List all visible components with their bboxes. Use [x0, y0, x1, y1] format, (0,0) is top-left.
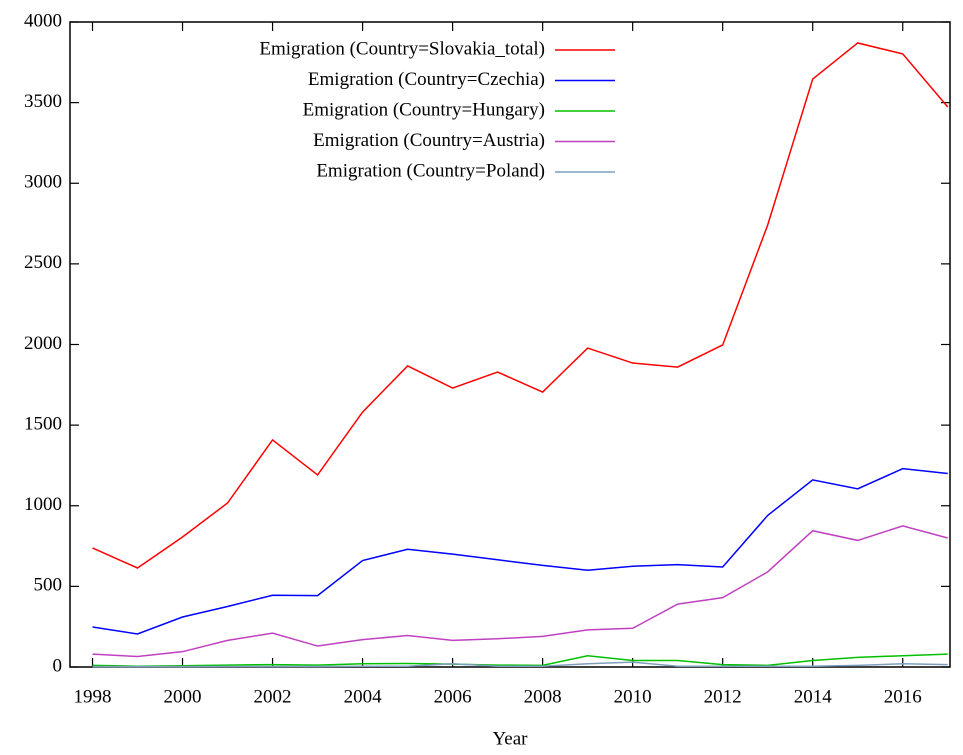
series-line [92, 467, 948, 635]
y-tick-label: 4000 [24, 10, 62, 31]
y-tick-label: 1500 [24, 413, 62, 434]
x-tick-label: 1998 [74, 686, 112, 707]
x-tick-label: 2008 [524, 686, 562, 707]
legend-label: Emigration (Country=Slovakia_total) [259, 38, 545, 59]
x-tick-label: 2014 [794, 686, 833, 707]
x-tick-label: 2016 [884, 686, 922, 707]
y-tick-label: 3500 [24, 91, 62, 112]
y-tick-label: 0 [53, 655, 63, 676]
series-line [92, 653, 948, 667]
series-line [92, 525, 948, 658]
legend-label: Emigration (Country=Czechia) [308, 69, 545, 90]
y-tick-label: 500 [34, 575, 63, 596]
y-tick-label: 1000 [24, 494, 62, 515]
x-tick-label: 2006 [434, 686, 472, 707]
x-axis-label: Year [492, 728, 528, 749]
x-tick-label: 2004 [344, 686, 383, 707]
y-tick-label: 2500 [24, 252, 62, 273]
x-tick-label: 2002 [254, 686, 292, 707]
legend-label: Emigration (Country=Hungary) [303, 99, 545, 120]
series-line [92, 42, 949, 569]
x-tick-label: 2000 [164, 686, 202, 707]
y-tick-label: 2000 [24, 333, 62, 354]
series-line [92, 661, 948, 668]
x-tick-label: 2010 [614, 686, 652, 707]
y-tick-label: 3000 [24, 172, 62, 193]
legend-label: Emigration (Country=Poland) [316, 160, 545, 181]
legend-label: Emigration (Country=Austria) [313, 130, 545, 151]
x-tick-label: 2012 [704, 686, 742, 707]
